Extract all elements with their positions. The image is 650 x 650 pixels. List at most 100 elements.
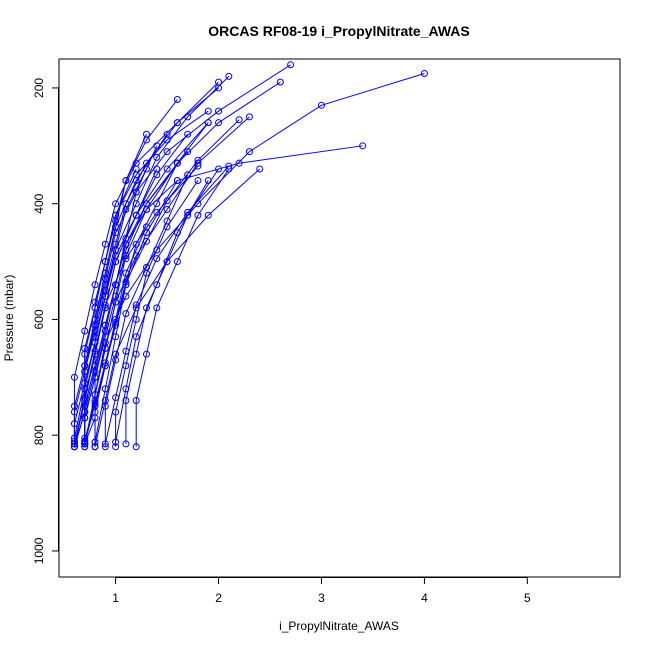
data-point xyxy=(101,258,109,266)
data-point xyxy=(153,171,161,179)
data-point xyxy=(122,385,130,393)
data-point xyxy=(163,148,171,156)
series-22 xyxy=(132,165,233,451)
series-line xyxy=(104,174,189,447)
data-point xyxy=(153,281,161,289)
data-point xyxy=(359,142,367,150)
data-point xyxy=(122,310,130,318)
data-point xyxy=(173,159,181,167)
series-line xyxy=(115,180,209,443)
series-line xyxy=(84,133,189,447)
data-point xyxy=(101,240,109,248)
data-point xyxy=(132,301,140,309)
data-point xyxy=(153,200,161,208)
series-line xyxy=(115,180,199,447)
data-point xyxy=(204,211,212,219)
data-point xyxy=(173,96,181,104)
data-point xyxy=(91,304,99,312)
series-15 xyxy=(101,171,192,451)
data-point xyxy=(122,200,130,208)
data-point xyxy=(184,113,192,121)
data-point xyxy=(122,240,130,248)
series-line xyxy=(84,116,250,444)
data-point xyxy=(101,344,109,352)
data-point xyxy=(122,255,130,263)
data-point xyxy=(81,327,89,335)
data-point xyxy=(112,356,120,364)
series-line xyxy=(73,99,178,447)
data-point xyxy=(132,165,140,173)
data-point xyxy=(173,229,181,237)
series-line xyxy=(94,180,178,443)
series-line xyxy=(135,168,230,447)
data-point xyxy=(122,177,130,185)
data-point xyxy=(142,200,150,208)
data-point xyxy=(122,347,130,355)
data-point xyxy=(245,148,253,156)
data-point xyxy=(215,107,223,115)
data-point xyxy=(132,443,140,451)
y-tick-label: 400 xyxy=(32,193,46,213)
data-point xyxy=(81,396,89,404)
data-point xyxy=(317,101,325,109)
data-point xyxy=(112,394,120,402)
data-point xyxy=(287,61,295,69)
data-point xyxy=(163,130,171,138)
data-point xyxy=(173,177,181,185)
series-line xyxy=(73,168,137,447)
data-point xyxy=(122,440,130,448)
series-26 xyxy=(101,162,233,448)
data-point xyxy=(276,78,284,86)
data-point xyxy=(163,165,171,173)
data-point xyxy=(142,223,150,231)
data-point xyxy=(235,159,243,167)
data-point xyxy=(142,136,150,144)
data-point xyxy=(70,440,78,448)
series-28 xyxy=(112,177,212,446)
data-point xyxy=(142,263,150,271)
series-line xyxy=(84,81,281,444)
data-point xyxy=(81,362,89,370)
plot-area xyxy=(70,61,428,451)
data-point xyxy=(101,321,109,329)
data-point xyxy=(163,217,171,225)
data-point xyxy=(112,240,120,248)
y-axis: 200 400 600 800 1000 xyxy=(32,78,59,564)
data-point xyxy=(91,321,99,329)
series-25 xyxy=(70,165,140,451)
data-point xyxy=(112,200,120,208)
data-point xyxy=(153,153,161,161)
data-point xyxy=(81,414,89,422)
data-point xyxy=(215,119,223,127)
data-point xyxy=(194,211,202,219)
data-point xyxy=(173,119,181,127)
chart-title: ORCAS RF08-19 i_PropylNitrate_AWAS xyxy=(208,23,469,39)
data-point xyxy=(153,255,161,263)
x-tick-label: 3 xyxy=(318,591,325,605)
data-point xyxy=(112,333,120,341)
data-point xyxy=(112,281,120,289)
data-point xyxy=(153,304,161,312)
x-axis-label: i_PropylNitrate_AWAS xyxy=(279,619,399,633)
series-layer xyxy=(70,61,428,451)
data-point xyxy=(112,443,120,451)
data-point xyxy=(142,159,150,167)
data-point xyxy=(184,130,192,138)
data-point xyxy=(235,116,243,124)
x-tick-label: 4 xyxy=(421,591,428,605)
data-point xyxy=(204,107,212,115)
data-point xyxy=(70,402,78,410)
data-point xyxy=(91,443,99,451)
data-point xyxy=(112,298,120,306)
y-axis-label: Pressure (mbar) xyxy=(2,275,16,362)
series-line xyxy=(73,168,147,444)
data-point xyxy=(173,258,181,266)
data-point xyxy=(91,391,99,399)
x-tick-label: 5 xyxy=(524,591,531,605)
data-point xyxy=(101,281,109,289)
data-point xyxy=(215,165,223,173)
data-point xyxy=(101,440,109,448)
data-point xyxy=(132,252,140,260)
